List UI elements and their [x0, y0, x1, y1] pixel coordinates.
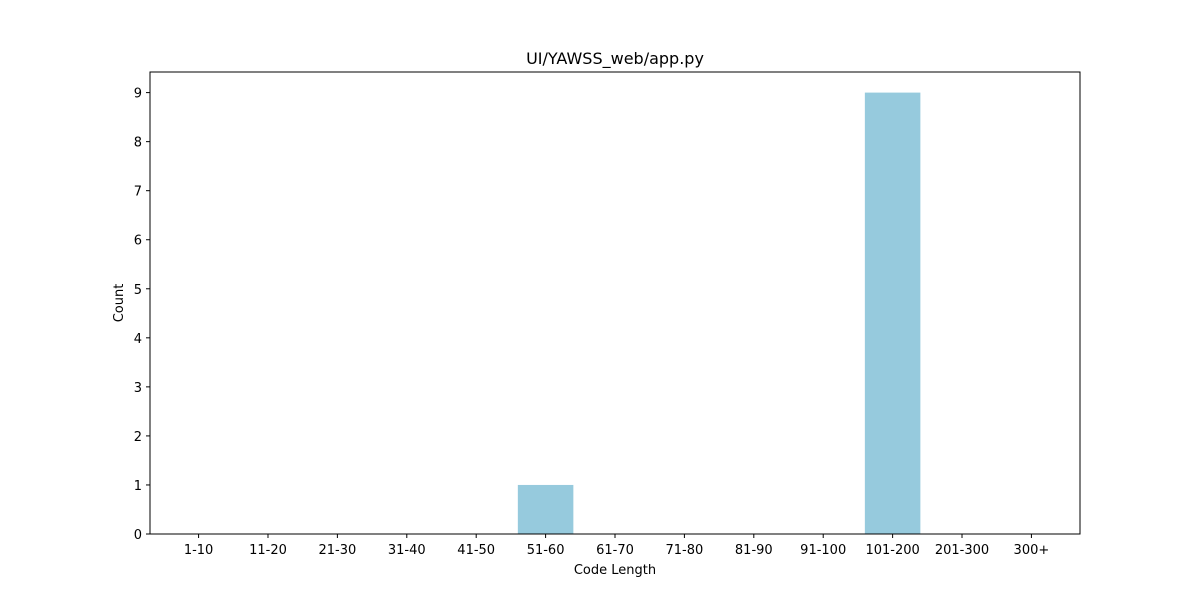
bars-group — [517, 92, 921, 534]
y-tick-label: 5 — [134, 283, 142, 298]
y-tick-label: 0 — [134, 528, 142, 543]
x-tick-label: 201-300 — [935, 543, 989, 558]
y-tick-label: 1 — [134, 479, 142, 494]
y-tick-label: 6 — [134, 234, 142, 249]
x-tick-label: 1-10 — [184, 543, 214, 558]
x-tick-label: 71-80 — [666, 543, 704, 558]
y-axis-ticks: 0 1 2 3 4 5 6 7 8 9 — [134, 87, 150, 543]
y-tick-label: 7 — [134, 185, 142, 200]
x-tick-label: 81-90 — [735, 543, 773, 558]
bar-51-60 — [517, 484, 574, 534]
x-tick-label: 21-30 — [318, 543, 356, 558]
chart-title: UI/YAWSS_web/app.py — [526, 49, 704, 69]
bar-101-200 — [864, 92, 921, 534]
x-tick-label: 51-60 — [527, 543, 565, 558]
y-axis-label: Count — [112, 284, 127, 323]
y-tick-label: 8 — [134, 136, 142, 151]
plot-frame — [149, 71, 1081, 535]
x-tick-label: 91-100 — [800, 543, 846, 558]
x-tick-label: 300+ — [1014, 543, 1050, 558]
y-tick-label: 9 — [134, 87, 142, 102]
x-tick-label: 101-200 — [865, 543, 919, 558]
x-axis-ticks: 1-10 11-20 21-30 31-40 41-50 51-60 61-70 71-80 8… — [184, 534, 1049, 558]
x-tick-label: 31-40 — [388, 543, 426, 558]
y-tick-label: 4 — [134, 332, 142, 347]
x-tick-label: 11-20 — [249, 543, 287, 558]
x-axis-label: Code Length — [574, 563, 656, 578]
x-tick-label: 61-70 — [596, 543, 634, 558]
y-tick-label: 2 — [134, 430, 142, 445]
y-tick-label: 3 — [134, 381, 142, 396]
x-tick-label: 41-50 — [457, 543, 495, 558]
